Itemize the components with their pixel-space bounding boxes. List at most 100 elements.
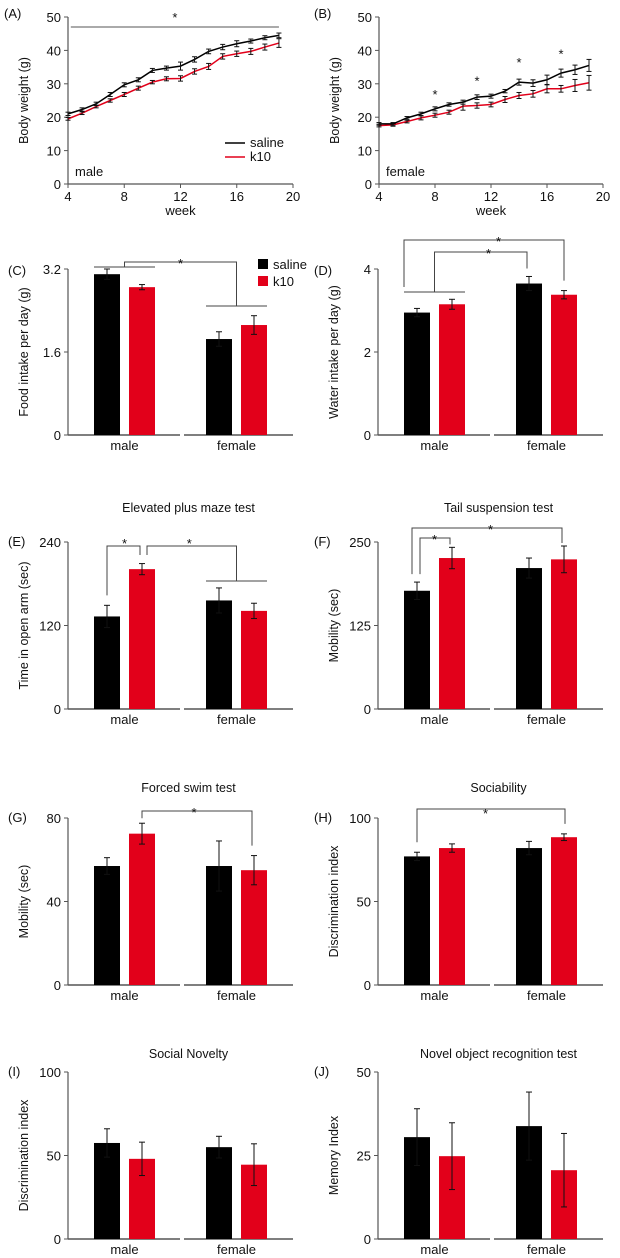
data-point-k10	[474, 102, 480, 109]
error-bar-saline-female	[526, 840, 532, 856]
y-tick-label: 100	[349, 811, 371, 826]
bar-saline-male	[404, 590, 430, 709]
bar-k10-male	[439, 848, 465, 985]
bar-saline-male	[94, 1142, 120, 1239]
error-bar-k10-male	[139, 1141, 145, 1177]
significance-star: *	[191, 805, 196, 820]
error-bar-k10-female	[251, 602, 257, 620]
y-axis-label: Food intake per day (g)	[17, 287, 31, 416]
significance-bracket	[124, 261, 237, 306]
data-point-saline	[248, 38, 254, 44]
error-bar-k10-male	[449, 546, 455, 570]
y-tick-label: 0	[364, 978, 371, 993]
data-point-saline	[432, 106, 438, 112]
x-tick-label: 4	[375, 189, 382, 204]
y-tick-label: 50	[357, 1065, 371, 1080]
data-point-saline	[206, 48, 212, 55]
y-axis-label: Discrimination index	[327, 845, 341, 958]
significance-star: *	[178, 256, 183, 271]
bar-k10-male	[439, 304, 465, 435]
x-category-label: female	[527, 988, 566, 1003]
bar-k10-male	[129, 287, 155, 435]
x-category-label: male	[420, 988, 448, 1003]
y-tick-label: 0	[364, 1232, 371, 1247]
data-point-saline	[65, 111, 71, 117]
panel-g: (G) Forced swim test 0 40 80 Mobility (sec) ma…	[8, 781, 293, 1003]
panel-e: (E) Elevated plus maze test 0 120 240 Time in…	[8, 501, 293, 727]
error-bar-saline-female	[216, 587, 222, 614]
x-category-label: female	[217, 438, 256, 453]
panel-label: (G)	[8, 810, 27, 825]
chart-title: Sociability	[470, 781, 527, 795]
x-axis-label: week	[475, 203, 507, 218]
bar-k10-male	[439, 558, 465, 709]
bar-k10-male	[129, 569, 155, 709]
data-point-k10	[262, 43, 268, 51]
data-point-saline	[446, 102, 452, 107]
data-point-k10	[558, 84, 564, 93]
sex-annotation: female	[386, 164, 425, 179]
bar-saline-female	[516, 283, 542, 435]
data-point-saline	[502, 88, 508, 94]
significance-bracket	[419, 537, 451, 575]
data-point-saline	[121, 82, 127, 88]
panel-label: (E)	[8, 534, 25, 549]
y-axis-label: Time in open arm (sec)	[17, 561, 31, 689]
data-point-k10	[220, 53, 226, 60]
significance-star: *	[496, 234, 501, 249]
data-point-k10	[530, 89, 536, 98]
y-axis-label: Mobility (sec)	[17, 865, 31, 939]
significance-bracket	[141, 810, 253, 846]
significance-star: *	[474, 73, 479, 88]
data-point-k10	[248, 47, 254, 55]
data-point-saline	[163, 65, 169, 71]
y-tick-label: 80	[47, 811, 61, 826]
panel-j: (J) Novel object recognition test 0 25 50 Mem…	[314, 1047, 603, 1257]
data-point-saline	[488, 93, 494, 99]
bar-k10-female	[551, 837, 577, 985]
data-point-k10	[178, 75, 183, 82]
significance-star: *	[488, 522, 493, 537]
panel-h: (H) Sociability 0 50 100 Discrimination index…	[314, 781, 603, 1003]
data-point-saline	[149, 67, 155, 73]
legend-label-k10: k10	[250, 149, 271, 164]
data-point-k10	[516, 91, 522, 99]
chart-title: Social Novelty	[149, 1047, 229, 1061]
data-point-k10	[79, 111, 85, 116]
bar-saline-female	[516, 568, 542, 709]
y-tick-label: 25	[357, 1149, 371, 1164]
bar-k10-female	[241, 870, 267, 985]
panel-i: (I) Social Novelty 0 50 100 Discrimination in…	[8, 1047, 293, 1257]
y-tick-label: 40	[47, 895, 61, 910]
bar-saline-male	[404, 856, 430, 985]
chart-title: Tail suspension test	[444, 501, 554, 515]
legend-label-saline: saline	[250, 135, 284, 150]
error-bar-saline-male	[414, 1108, 420, 1167]
x-category-label: male	[420, 438, 448, 453]
y-axis-label: Body weight (g)	[17, 57, 31, 144]
error-bar-k10-female	[251, 855, 257, 886]
data-point-k10	[586, 74, 592, 91]
x-tick-label: 20	[596, 189, 610, 204]
data-point-k10	[163, 76, 169, 82]
error-bar-k10-male	[449, 1122, 455, 1191]
data-point-k10	[107, 98, 113, 103]
sex-annotation: male	[75, 164, 103, 179]
error-bar-saline-male	[104, 268, 110, 280]
y-tick-label: 0	[54, 702, 61, 717]
bar-k10-male	[129, 833, 155, 985]
y-axis-label: Water intake per day (g)	[327, 285, 341, 419]
y-tick-label: 30	[47, 77, 61, 92]
data-point-saline	[178, 61, 183, 71]
y-tick-label: 30	[358, 77, 372, 92]
y-axis-label: Memory Index	[327, 1115, 341, 1195]
error-bar-saline-female	[526, 275, 532, 292]
significance-bracket	[434, 251, 528, 292]
x-category-label: female	[527, 1242, 566, 1257]
significance-bracket	[403, 239, 565, 287]
x-category-label: male	[110, 712, 138, 727]
significance-star: *	[516, 55, 521, 70]
y-axis-label: Mobility (sec)	[327, 589, 341, 663]
panel-label: (A)	[4, 6, 21, 21]
